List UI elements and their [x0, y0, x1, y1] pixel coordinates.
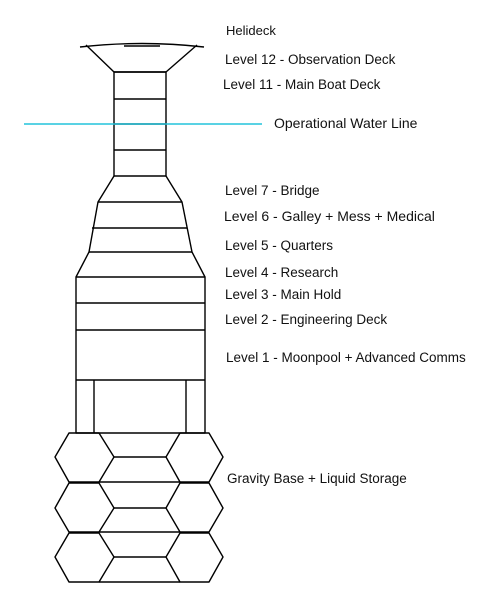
label-water-line: Operational Water Line [274, 115, 418, 131]
label-level-5: Level 5 - Quarters [225, 238, 334, 253]
label-level-1: Level 1 - Moonpool + Advanced Comms [226, 350, 466, 365]
label-level-12: Level 12 - Observation Deck [225, 52, 396, 67]
label-level-7: Level 7 - Bridge [225, 183, 320, 198]
lower-block [75, 276, 206, 434]
label-gravity-base: Gravity Base + Liquid Storage [227, 471, 407, 486]
helideck-shape [79, 42, 205, 73]
label-level-4: Level 4 - Research [225, 265, 339, 280]
label-level-6: Level 6 - Galley + Mess + Medical [224, 208, 435, 224]
gravity-base-hexagons [54, 432, 224, 583]
label-helideck: Helideck [226, 23, 276, 38]
support-legs [93, 380, 187, 433]
label-level-3: Level 3 - Main Hold [225, 287, 342, 302]
label-level-11: Level 11 - Main Boat Deck [223, 77, 381, 92]
label-level-2: Level 2 - Engineering Deck [225, 312, 388, 327]
tapered-section [75, 175, 206, 278]
